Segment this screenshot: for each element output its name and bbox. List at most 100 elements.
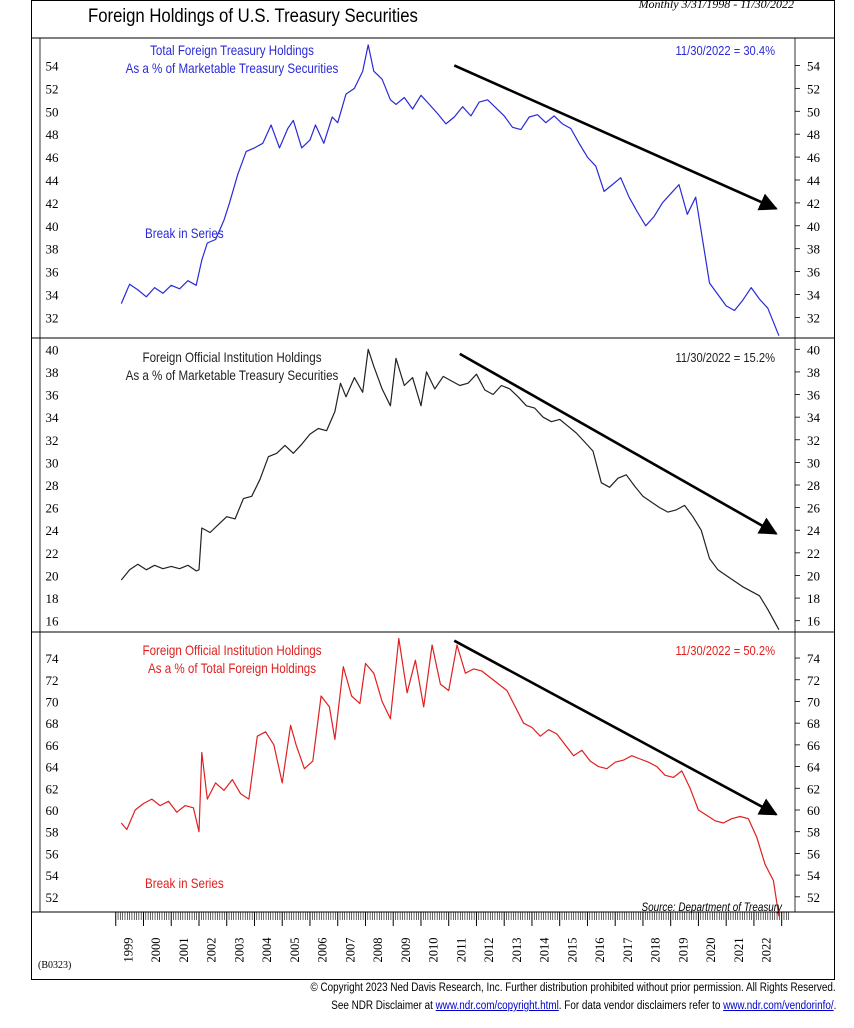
copyright-link[interactable]: www.ndr.com/copyright.html (435, 1000, 559, 1012)
panel-2-latest-value: 11/30/2022 = 15.2% (676, 350, 776, 365)
panel-3-ytick-left: 68 (46, 716, 59, 731)
xaxis-year-label: 2018 (649, 938, 663, 963)
panel-3-latest-value: 11/30/2022 = 50.2% (676, 643, 776, 658)
panel-2-ytick-left: 26 (46, 501, 60, 516)
panel-1-ytick-right: 54 (807, 58, 821, 73)
panel-1-latest-value: 11/30/2022 = 30.4% (676, 43, 776, 58)
panel-1-ytick-right: 52 (807, 81, 820, 96)
panel-1-ytick-left: 48 (46, 127, 59, 142)
panel-2-ytick-left: 30 (46, 455, 59, 470)
xaxis-year-label: 2008 (371, 938, 385, 963)
xaxis-year-label: 2004 (260, 937, 274, 963)
panel-1-ytick-right: 36 (807, 265, 821, 280)
panel-1-ytick-right: 32 (807, 310, 820, 325)
xaxis-year-label: 2011 (454, 938, 468, 963)
xaxis-year-label: 2022 (760, 938, 774, 963)
panel-2-ytick-left: 32 (46, 433, 59, 448)
panel-1-ytick-left: 34 (46, 287, 60, 302)
xaxis-year-label: 2014 (538, 937, 552, 963)
panel-1-ytick-left: 38 (46, 242, 59, 257)
panel-2-ytick-left: 34 (46, 410, 60, 425)
panel-1-ytick-right: 46 (807, 150, 821, 165)
panel-2-series-label: Foreign Official Institution Holdings (142, 350, 321, 365)
panel-3-series-line (120, 637, 780, 917)
panel-3-ytick-right: 60 (807, 803, 820, 818)
xaxis-year-label: 2010 (427, 938, 441, 963)
footer-disclaimer: See NDR Disclaimer at www.ndr.com/copyri… (331, 1000, 836, 1012)
footer-copyright: © Copyright 2023 Ned Davis Research, Inc… (310, 982, 836, 994)
disclaimer-mid: . For data vendor disclaimers refer to (558, 1000, 723, 1012)
panel-1-series-label: Total Foreign Treasury Holdings (150, 43, 314, 58)
panel-2-ytick-right: 20 (807, 568, 820, 583)
panel-3-ytick-left: 62 (46, 781, 59, 796)
xaxis-year-label: 2015 (565, 938, 579, 963)
panel-3-ytick-left: 66 (46, 738, 60, 753)
panel-1-ytick-right: 48 (807, 127, 820, 142)
date-range: Monthly 3/31/1998 - 11/30/2022 (638, 0, 794, 11)
panel-2-ytick-right: 36 (807, 388, 821, 403)
panel-1-ytick-left: 42 (46, 196, 59, 211)
panel-2-ytick-right: 26 (807, 501, 821, 516)
panel-1-ytick-left: 54 (46, 58, 60, 73)
panel-3-ytick-left: 72 (46, 673, 59, 688)
panel-3-ytick-left: 58 (46, 825, 59, 840)
vendorinfo-link[interactable]: www.ndr.com/vendorinfo/ (722, 1000, 834, 1012)
panel-3-break-annotation: Break in Series (145, 876, 224, 891)
panel-2-ytick-right: 28 (807, 478, 820, 493)
chart-title: Foreign Holdings of U.S. Treasury Securi… (88, 6, 418, 27)
panel-2-ytick-right: 18 (807, 591, 820, 606)
panel-2-ytick-right: 38 (807, 365, 820, 380)
panel-2-series-label: As a % of Marketable Treasury Securities (126, 368, 339, 383)
panel-2-trend-arrow (459, 352, 778, 535)
panel-2-series-line (120, 348, 780, 630)
panel-3-ytick-right: 62 (807, 781, 820, 796)
panel-3-ytick-right: 68 (807, 716, 820, 731)
panel-2-ytick-left: 22 (46, 546, 59, 561)
xaxis-year-label: 2001 (177, 938, 191, 963)
panel-2-ytick-left: 38 (46, 365, 59, 380)
panel-2-ytick-left: 18 (46, 591, 59, 606)
panel-3-ytick-left: 74 (46, 651, 60, 666)
panel-2-ytick-right: 30 (807, 455, 820, 470)
panel-3-ytick-right: 54 (807, 868, 821, 883)
xaxis-year-label: 2003 (232, 938, 246, 963)
panel-3-ytick-right: 64 (807, 760, 821, 775)
panel-2-ytick-right: 24 (807, 523, 821, 538)
panel-1-ytick-right: 42 (807, 196, 820, 211)
panel-3-ytick-right: 58 (807, 825, 820, 840)
panel-2-ytick-left: 40 (46, 342, 59, 357)
panel-3-trend-arrow (453, 639, 778, 816)
panel-2-ytick-right: 22 (807, 546, 820, 561)
disclaimer-prefix: See NDR Disclaimer at (330, 1000, 436, 1012)
panel-3-ytick-left: 60 (46, 803, 59, 818)
xaxis-year-label: 2019 (676, 938, 690, 963)
xaxis-year-label: 2013 (510, 938, 524, 963)
panel-1-ytick-right: 40 (807, 219, 820, 234)
panel-3-ytick-left: 54 (46, 868, 60, 883)
panel-2-ytick-right: 32 (807, 433, 820, 448)
panel-1-trend-arrow (453, 64, 778, 211)
source-note: Source: Department of Treasury (642, 901, 783, 914)
panel-2-ytick-right: 34 (807, 410, 821, 425)
panel-2-ytick-left: 20 (46, 568, 59, 583)
panel-3-ytick-left: 56 (46, 846, 60, 861)
panel-3-ytick-right: 72 (807, 673, 820, 688)
xaxis-year-label: 2020 (704, 938, 718, 963)
panel-3-series-label: Foreign Official Institution Holdings (142, 643, 321, 658)
panel-3-ytick-left: 52 (46, 890, 59, 905)
xaxis-year-label: 2012 (482, 938, 496, 963)
xaxis-year-label: 1999 (121, 938, 135, 963)
panel-3-ytick-right: 52 (807, 890, 820, 905)
panel-2-ytick-left: 16 (46, 614, 60, 629)
chart-code: (B0323) (38, 960, 72, 971)
xaxis-year-label: 2017 (621, 938, 635, 963)
panel-2-ytick-left: 36 (46, 388, 60, 403)
xaxis-year-label: 2002 (205, 938, 219, 963)
xaxis-year-label: 2021 (732, 938, 746, 963)
panel-1-ytick-right: 38 (807, 242, 820, 257)
panel-1-ytick-left: 46 (46, 150, 60, 165)
panel-1-ytick-right: 44 (807, 173, 821, 188)
panel-2-ytick-left: 24 (46, 523, 60, 538)
panel-1-ytick-left: 40 (46, 219, 59, 234)
